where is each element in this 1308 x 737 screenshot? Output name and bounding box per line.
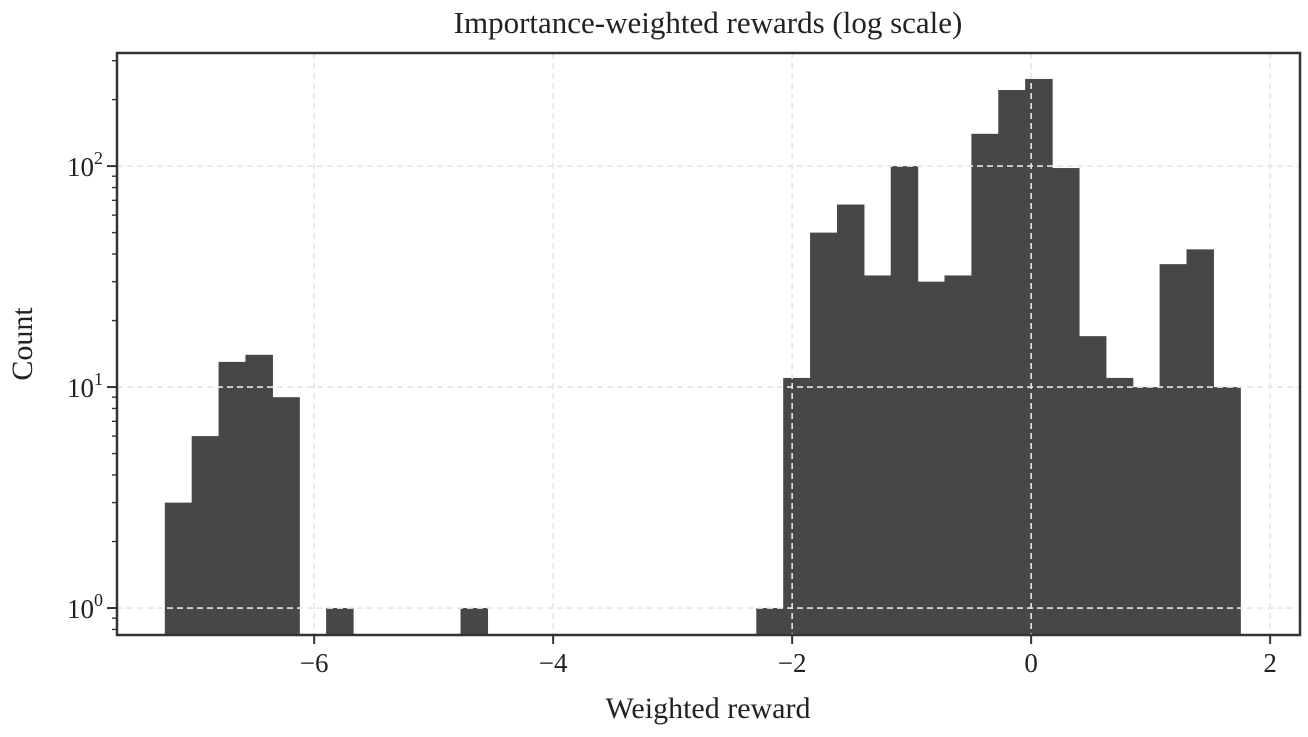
- x-tick-label: 0: [1024, 648, 1038, 678]
- histogram-bar: [756, 608, 784, 635]
- x-tick-label: −6: [300, 648, 329, 678]
- histogram-bar: [917, 281, 946, 635]
- histogram-bar: [272, 397, 300, 635]
- histogram-bar: [810, 232, 838, 636]
- y-tick-label: 101: [67, 369, 103, 403]
- histogram-bar: [971, 133, 999, 635]
- histogram-bar: [1159, 264, 1188, 635]
- x-tick-label: 2: [1263, 648, 1277, 678]
- histogram-bar: [783, 377, 811, 635]
- histogram-bar: [1078, 336, 1107, 635]
- y-tick-label: 100: [67, 590, 103, 624]
- histogram-bar: [836, 204, 865, 636]
- histogram-bar: [1186, 249, 1214, 635]
- histogram-bar: [1105, 377, 1134, 635]
- histogram-bar: [218, 361, 247, 635]
- y-tick-exponent: 1: [94, 369, 103, 389]
- y-axis-label: Count: [6, 307, 39, 381]
- histogram-bar: [1132, 387, 1161, 635]
- chart-title: Importance-weighted rewards (log scale): [454, 5, 963, 40]
- histogram-bar: [1025, 78, 1053, 636]
- histogram-bar: [1052, 168, 1080, 635]
- histogram-bar: [164, 502, 193, 635]
- y-tick-base: 10: [67, 152, 94, 182]
- plot-frame: [115, 51, 1302, 637]
- x-tick-label: −2: [778, 648, 807, 678]
- histogram-bar: [998, 90, 1026, 636]
- x-tick-label: −4: [539, 648, 568, 678]
- histogram-bar: [460, 608, 489, 635]
- histogram-bar: [944, 275, 972, 635]
- histogram-bar: [326, 608, 354, 635]
- y-tick-label: 102: [67, 148, 103, 182]
- histogram-bar: [863, 275, 892, 635]
- histogram-bar: [1213, 387, 1241, 635]
- y-tick-exponent: 2: [94, 148, 103, 168]
- histogram-bar: [191, 436, 220, 635]
- y-tick-exponent: 0: [94, 590, 103, 610]
- y-tick-base: 10: [67, 594, 94, 624]
- histogram-bar: [245, 354, 273, 635]
- histogram-bar: [890, 166, 919, 635]
- x-axis-label: Weighted reward: [606, 692, 811, 725]
- y-tick-base: 10: [67, 373, 94, 403]
